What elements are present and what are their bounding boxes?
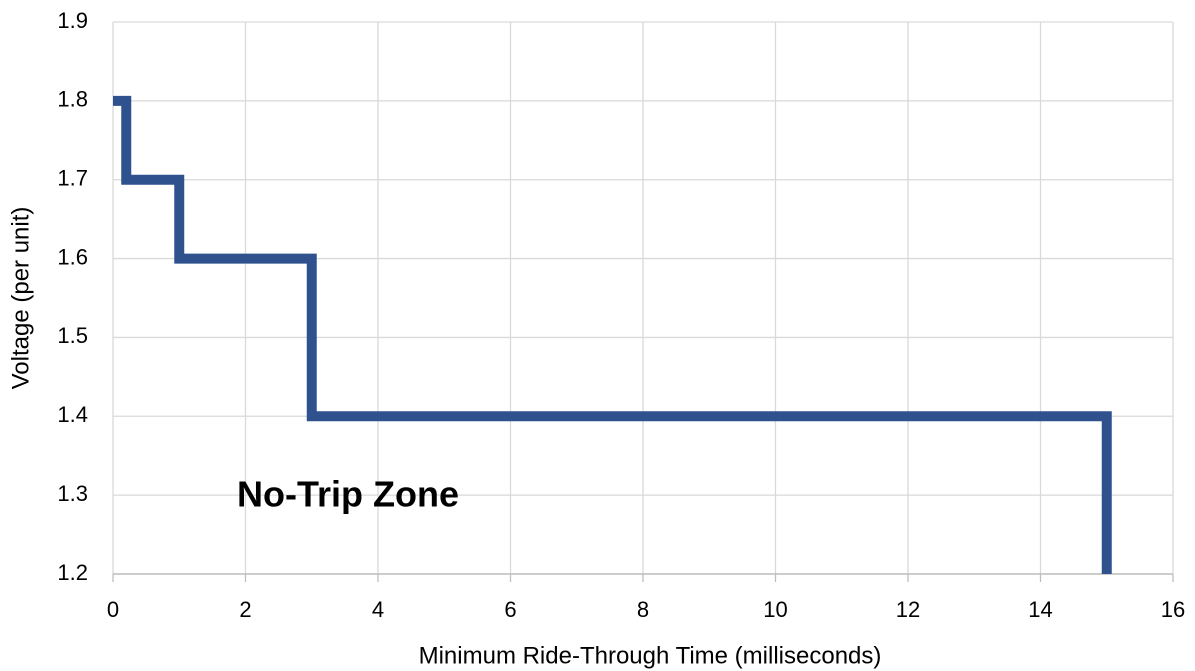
x-tick-label: 10 [763,597,787,622]
x-tick-label: 0 [107,597,119,622]
x-tick-label: 12 [896,597,920,622]
y-tick-label: 1.9 [57,8,88,33]
x-axis-label: Minimum Ride-Through Time (milliseconds) [419,642,882,669]
y-tick-label: 1.5 [57,323,88,348]
y-tick-label: 1.7 [57,166,88,191]
y-axis-label: Voltage (per unit) [7,207,34,390]
y-tick-label: 1.3 [57,481,88,506]
x-tick-label: 14 [1028,597,1052,622]
step-line [113,95,1112,574]
y-tick-label: 1.2 [57,560,88,585]
x-tick-label: 8 [637,597,649,622]
annotation: No-Trip Zone [237,474,459,515]
y-tick-label: 1.6 [57,244,88,269]
x-tick-label: 4 [372,597,384,622]
x-tick-label: 16 [1161,597,1185,622]
x-tick-label: 2 [239,597,251,622]
y-tick-label: 1.8 [57,87,88,112]
x-tick-label: 6 [504,597,516,622]
y-tick-label: 1.4 [57,402,88,427]
